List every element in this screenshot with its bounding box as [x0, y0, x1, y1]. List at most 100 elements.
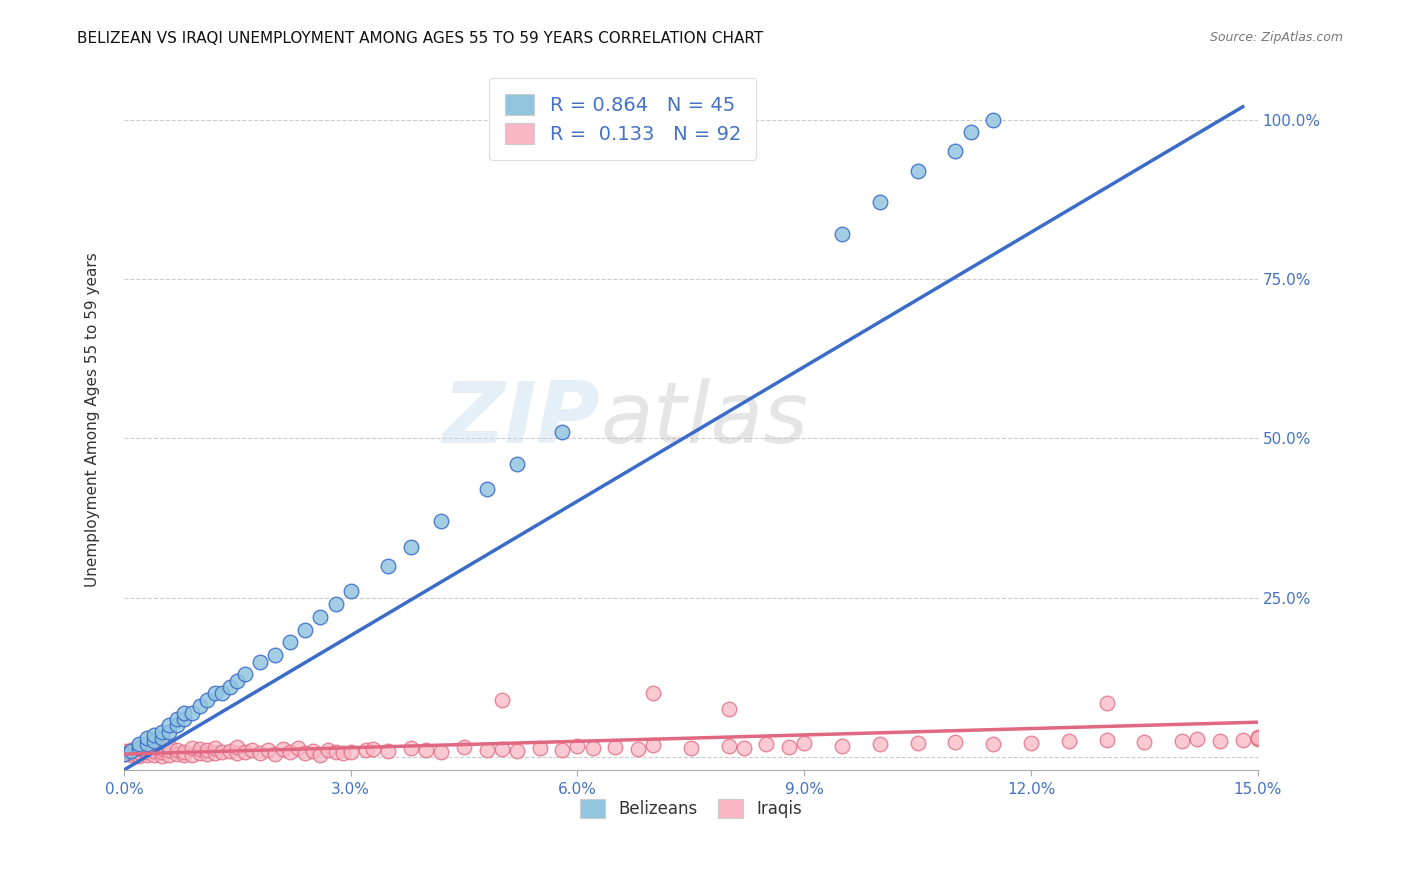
- Y-axis label: Unemployment Among Ages 55 to 59 years: Unemployment Among Ages 55 to 59 years: [86, 252, 100, 587]
- Point: [135, 741, 157, 756]
- Point: [188, 747, 211, 761]
- Point: [226, 747, 249, 761]
- Point: [717, 702, 740, 716]
- Point: [377, 744, 399, 758]
- Point: [755, 738, 778, 752]
- Point: [354, 743, 377, 757]
- Point: [309, 610, 332, 624]
- Point: [157, 718, 180, 732]
- Point: [128, 738, 150, 752]
- Point: [173, 712, 195, 726]
- Point: [981, 737, 1004, 751]
- Point: [218, 680, 240, 694]
- Point: [733, 741, 755, 756]
- Text: ZIP: ZIP: [443, 377, 600, 461]
- Point: [316, 742, 339, 756]
- Point: [112, 744, 135, 758]
- Point: [226, 739, 249, 754]
- Point: [302, 744, 325, 758]
- Point: [627, 742, 650, 756]
- Point: [218, 744, 240, 758]
- Point: [195, 747, 218, 761]
- Point: [1133, 735, 1156, 749]
- Point: [981, 112, 1004, 127]
- Point: [128, 745, 150, 759]
- Point: [157, 743, 180, 757]
- Point: [249, 655, 271, 669]
- Point: [121, 748, 143, 763]
- Point: [287, 740, 309, 755]
- Point: [325, 744, 347, 758]
- Point: [945, 145, 967, 159]
- Point: [1171, 733, 1194, 747]
- Point: [869, 738, 891, 752]
- Point: [121, 742, 143, 756]
- Point: [135, 731, 157, 745]
- Point: [907, 163, 929, 178]
- Point: [491, 693, 513, 707]
- Point: [1247, 731, 1270, 745]
- Point: [166, 718, 188, 732]
- Point: [506, 457, 529, 471]
- Point: [150, 731, 173, 745]
- Point: [581, 741, 603, 756]
- Point: [325, 597, 347, 611]
- Point: [641, 686, 664, 700]
- Point: [399, 740, 422, 755]
- Point: [181, 706, 204, 720]
- Point: [226, 673, 249, 688]
- Point: [475, 743, 498, 757]
- Point: [173, 748, 195, 763]
- Point: [278, 635, 301, 649]
- Point: [831, 227, 853, 242]
- Point: [242, 742, 264, 756]
- Point: [143, 739, 166, 754]
- Point: [112, 747, 135, 761]
- Point: [188, 742, 211, 756]
- Point: [679, 740, 702, 755]
- Point: [551, 425, 574, 439]
- Point: [211, 745, 233, 759]
- Point: [453, 739, 475, 754]
- Point: [506, 744, 529, 758]
- Point: [249, 746, 271, 760]
- Point: [959, 125, 981, 139]
- Point: [430, 514, 453, 528]
- Point: [181, 740, 204, 755]
- Point: [143, 728, 166, 742]
- Point: [204, 746, 226, 760]
- Point: [491, 742, 513, 756]
- Point: [339, 584, 361, 599]
- Text: BELIZEAN VS IRAQI UNEMPLOYMENT AMONG AGES 55 TO 59 YEARS CORRELATION CHART: BELIZEAN VS IRAQI UNEMPLOYMENT AMONG AGE…: [77, 31, 763, 46]
- Point: [641, 738, 664, 752]
- Point: [1095, 696, 1118, 710]
- Point: [551, 742, 574, 756]
- Point: [150, 742, 173, 756]
- Text: atlas: atlas: [600, 377, 808, 461]
- Point: [399, 540, 422, 554]
- Point: [150, 748, 173, 763]
- Point: [121, 746, 143, 760]
- Point: [121, 744, 143, 758]
- Point: [188, 699, 211, 714]
- Point: [204, 741, 226, 756]
- Point: [204, 686, 226, 700]
- Point: [143, 744, 166, 758]
- Point: [143, 734, 166, 748]
- Point: [1019, 735, 1042, 749]
- Point: [907, 736, 929, 750]
- Point: [1232, 733, 1254, 747]
- Point: [430, 744, 453, 758]
- Point: [150, 745, 173, 759]
- Point: [195, 743, 218, 757]
- Point: [415, 742, 437, 756]
- Point: [173, 706, 195, 720]
- Point: [256, 743, 278, 757]
- Point: [475, 483, 498, 497]
- Point: [264, 648, 287, 663]
- Point: [1247, 731, 1270, 745]
- Point: [135, 747, 157, 762]
- Point: [135, 744, 157, 758]
- Point: [332, 746, 354, 760]
- Point: [294, 747, 316, 761]
